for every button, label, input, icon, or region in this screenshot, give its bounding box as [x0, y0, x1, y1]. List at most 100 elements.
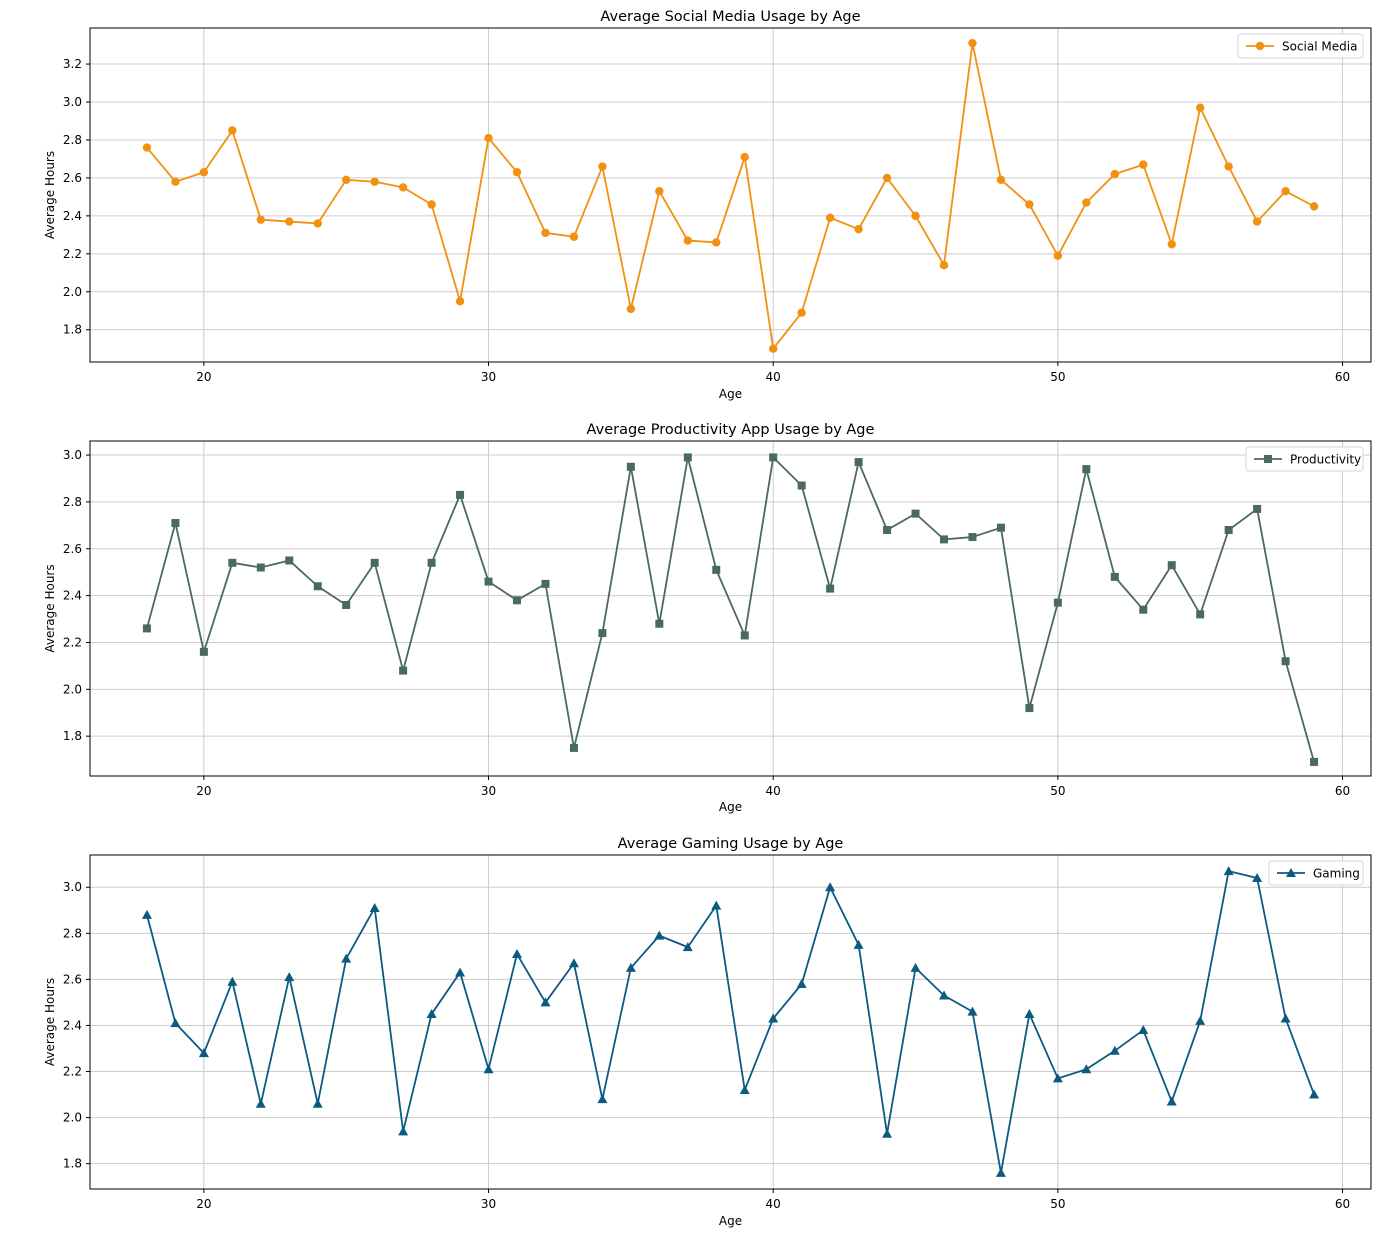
data-point — [1025, 704, 1034, 713]
data-point — [797, 308, 806, 317]
data-point — [142, 624, 151, 633]
series-gaming — [141, 866, 1320, 1177]
data-point — [1281, 657, 1290, 666]
data-point — [569, 743, 578, 752]
data-point — [911, 509, 920, 518]
data-point — [228, 126, 237, 135]
y-tick-label: 2.0 — [63, 1111, 82, 1125]
data-point — [141, 909, 152, 919]
x-tick-label: 40 — [766, 370, 781, 384]
series-line — [146, 456, 1315, 763]
data-point — [655, 619, 664, 628]
data-point — [370, 177, 379, 186]
data-point — [370, 558, 379, 567]
data-point — [939, 261, 949, 270]
y-tick-label: 2.2 — [63, 247, 82, 261]
data-point — [1053, 251, 1063, 260]
y-tick-label: 2.4 — [63, 589, 82, 603]
data-point — [854, 224, 863, 234]
y-tick-label: 2.8 — [63, 495, 82, 509]
data-point — [882, 173, 892, 183]
y-tick-label: 1.8 — [63, 1157, 82, 1171]
y-axis-label: Average Hours — [43, 151, 57, 239]
legend-marker — [1264, 455, 1272, 463]
series-social-media — [142, 38, 1319, 353]
series-line — [146, 870, 1315, 1174]
data-point — [739, 1084, 750, 1094]
data-point — [342, 600, 351, 609]
data-point — [995, 1167, 1006, 1177]
data-point — [569, 232, 579, 241]
y-tick-label: 2.2 — [63, 1065, 82, 1079]
data-point — [968, 38, 977, 48]
y-tick-label: 2.8 — [63, 926, 82, 940]
data-point — [683, 453, 692, 462]
data-point — [1167, 561, 1176, 570]
data-point — [796, 978, 807, 988]
data-point — [1110, 169, 1120, 179]
x-tick-label: 20 — [196, 370, 211, 384]
data-point — [1110, 572, 1119, 581]
data-point — [427, 558, 436, 567]
data-point — [968, 533, 977, 542]
y-tick-label: 3.2 — [63, 57, 82, 71]
data-point — [768, 1013, 779, 1023]
data-point — [199, 168, 209, 177]
data-point — [825, 882, 836, 892]
data-point — [1139, 605, 1148, 614]
x-tick-label: 30 — [481, 784, 496, 798]
data-point — [1195, 1015, 1206, 1025]
x-tick-label: 40 — [766, 784, 781, 798]
legend-label: Social Media — [1282, 40, 1357, 54]
data-point — [1082, 465, 1091, 474]
data-point — [513, 596, 521, 605]
data-point — [911, 211, 920, 221]
y-tick-label: 2.4 — [63, 209, 82, 223]
series-line — [146, 42, 1315, 350]
data-point — [712, 565, 721, 574]
data-point — [1082, 198, 1091, 207]
plot-frame — [89, 27, 1372, 363]
data-point — [996, 175, 1006, 185]
plot-frame — [89, 854, 1372, 1190]
data-point — [1253, 504, 1262, 513]
data-point — [1139, 160, 1148, 169]
data-point — [312, 1098, 323, 1108]
data-point — [883, 526, 892, 535]
data-point — [1310, 757, 1319, 766]
data-point — [1252, 217, 1262, 226]
legend-label: Productivity — [1290, 453, 1361, 467]
data-point — [398, 183, 408, 192]
data-point — [512, 949, 522, 959]
data-point — [198, 1048, 209, 1058]
data-point — [512, 168, 522, 177]
data-point — [940, 535, 948, 544]
legend: Productivity — [1245, 446, 1364, 472]
chart-panel-1: 20 30 40 50 60 1.8 2.0 2.2 2.4 2.6 2.8 3.0 3.2 Averag… — [43, 9, 1372, 401]
data-point — [171, 177, 180, 186]
data-point — [228, 558, 237, 567]
y-tick-label: 3.0 — [63, 95, 82, 109]
data-point — [1309, 202, 1319, 211]
y-tick-label: 2.8 — [63, 133, 82, 147]
data-point — [342, 175, 351, 185]
chart-panel-3: 20 30 40 50 60 1.8 2.0 2.2 2.4 2.6 2.8 3.0 Average G… — [43, 836, 1372, 1228]
y-axis-label: Average Hours — [43, 978, 57, 1066]
data-point — [427, 200, 436, 209]
data-point — [313, 219, 322, 228]
data-point — [740, 152, 749, 162]
grid-lines — [90, 441, 1371, 776]
data-point — [910, 962, 921, 972]
y-tick-label: 3.0 — [63, 880, 82, 894]
legend-marker — [1255, 41, 1265, 51]
data-point — [996, 523, 1005, 532]
data-point — [626, 462, 635, 471]
data-point — [455, 297, 465, 306]
data-point — [825, 213, 835, 222]
data-point — [484, 133, 493, 143]
legend-marker — [1286, 868, 1296, 877]
series-productivity — [142, 453, 1319, 766]
grid-lines — [90, 28, 1371, 362]
x-tick-label: 50 — [1050, 370, 1065, 384]
chart-title: Average Social Media Usage by Age — [600, 9, 860, 25]
